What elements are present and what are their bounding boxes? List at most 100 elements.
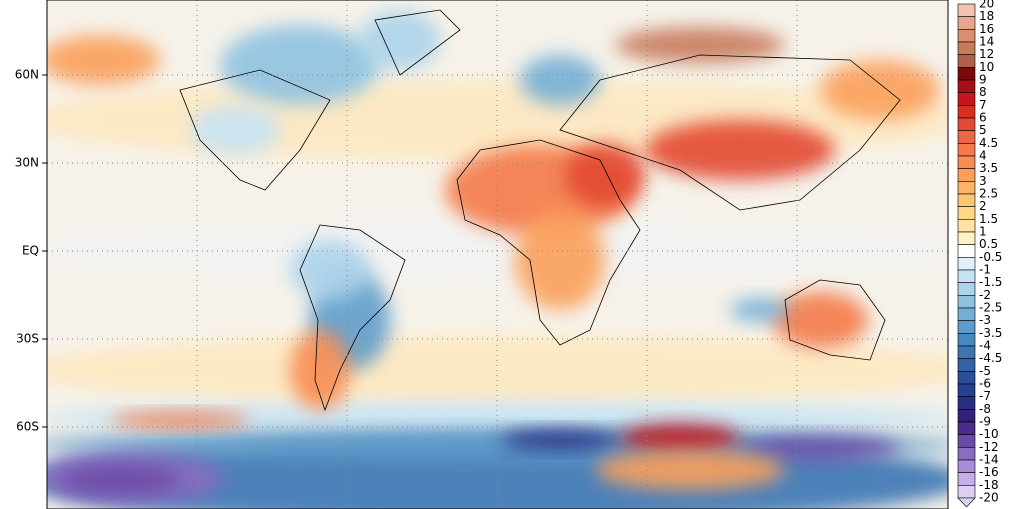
colorbar-box xyxy=(957,79,976,93)
colorbar-box xyxy=(957,459,976,473)
colorbar-label: -20 xyxy=(979,491,999,505)
colorbar-box xyxy=(957,219,976,233)
colorbar-label: -8 xyxy=(979,402,991,416)
latitude-label: 30S xyxy=(16,332,39,346)
colorbar-box xyxy=(957,231,976,245)
anomaly-region xyxy=(110,412,250,428)
colorbar-box xyxy=(957,244,976,258)
colorbar-label: -14 xyxy=(979,453,999,467)
anomaly-region xyxy=(190,105,280,155)
latitude-label: 60N xyxy=(15,68,39,82)
colorbar-label: 4 xyxy=(979,149,987,163)
colorbar-label: -2.5 xyxy=(979,301,1002,315)
colorbar-label: 1 xyxy=(979,225,987,239)
colorbar-box xyxy=(957,333,976,347)
colorbar-label: 3.5 xyxy=(979,161,998,175)
colorbar-box xyxy=(957,383,976,397)
anomaly-region xyxy=(520,55,600,105)
colorbar-label: -2 xyxy=(979,288,991,302)
colorbar-box xyxy=(957,307,976,321)
colorbar-box xyxy=(957,320,976,334)
colorbar-label: -18 xyxy=(979,478,999,492)
colorbar-extend xyxy=(957,497,976,508)
colorbar-label: 1.5 xyxy=(979,212,998,226)
map-area xyxy=(47,0,948,509)
colorbar-box xyxy=(957,168,976,182)
colorbar-box xyxy=(957,358,976,372)
colorbar-box xyxy=(957,105,976,119)
anomaly-region xyxy=(595,450,785,490)
anomaly-region xyxy=(500,430,620,450)
colorbar-box xyxy=(957,485,976,499)
colorbar-label: 4.5 xyxy=(979,136,998,150)
anomaly-region xyxy=(290,240,370,300)
colorbar-box xyxy=(957,16,976,30)
colorbar-label: 18 xyxy=(979,9,994,23)
latitude-label: 30N xyxy=(15,156,39,170)
colorbar-label: 6 xyxy=(979,111,987,125)
anomaly-region xyxy=(290,330,350,410)
anomaly-region xyxy=(620,424,740,452)
colorbar-label: 7 xyxy=(979,98,987,112)
colorbar-box xyxy=(957,472,976,486)
colorbar-box xyxy=(957,257,976,271)
colorbar-label: 3 xyxy=(979,174,987,188)
colorbar-label: 20 xyxy=(979,0,994,11)
colorbar-label: -9 xyxy=(979,415,991,429)
colorbar-label: 16 xyxy=(979,22,994,36)
colorbar-label: -0.5 xyxy=(979,250,1002,264)
coastline xyxy=(456,139,641,346)
colorbar-label: -4 xyxy=(979,339,991,353)
colorbar-label: 5 xyxy=(979,123,987,137)
anomaly-region xyxy=(645,120,835,180)
colorbar-label: -1 xyxy=(979,263,991,277)
latitude-label: EQ xyxy=(22,244,39,258)
colorbar-box xyxy=(957,447,976,461)
colorbar-label: -7 xyxy=(979,389,991,403)
colorbar-label: -16 xyxy=(979,465,999,479)
coastline xyxy=(374,9,461,76)
anomaly-region xyxy=(47,35,160,85)
colorbar-box xyxy=(957,41,976,55)
colorbar-box xyxy=(957,117,976,131)
anomaly-region xyxy=(360,10,440,70)
coastline xyxy=(559,54,901,211)
anomaly-region xyxy=(740,436,900,460)
colorbar-label: -12 xyxy=(979,440,999,454)
colorbar-box xyxy=(957,206,976,220)
colorbar-label: 14 xyxy=(979,35,994,49)
colorbar-label: -3.5 xyxy=(979,326,1002,340)
colorbar-label: -3 xyxy=(979,313,991,327)
colorbar-label: -1.5 xyxy=(979,275,1002,289)
colorbar-box xyxy=(957,67,976,81)
colorbar-label: 12 xyxy=(979,47,994,61)
colorbar-label: 10 xyxy=(979,60,994,74)
colorbar-box xyxy=(957,396,976,410)
anomaly-region xyxy=(47,402,948,434)
colorbar-box xyxy=(957,345,976,359)
colorbar-box xyxy=(957,130,976,144)
colorbar-label: -6 xyxy=(979,377,991,391)
anomaly-region xyxy=(730,298,790,322)
anomaly-region xyxy=(60,466,180,494)
map-frame xyxy=(46,0,949,509)
anomaly-region xyxy=(820,60,940,120)
coastline xyxy=(784,279,886,361)
colorbar-label: 0.5 xyxy=(979,237,998,251)
colorbar-label: -4.5 xyxy=(979,351,1002,365)
latitude-label: 60S xyxy=(16,420,39,434)
anomaly-region xyxy=(515,210,605,310)
colorbar-label: 8 xyxy=(979,85,987,99)
colorbar-box xyxy=(957,54,976,68)
colorbar-box xyxy=(957,282,976,296)
colorbar-box xyxy=(957,269,976,283)
colorbar-box xyxy=(957,92,976,106)
colorbar-label: 9 xyxy=(979,73,987,87)
colorbar-box xyxy=(957,3,976,17)
colorbar-box xyxy=(957,295,976,309)
anomaly-region xyxy=(220,25,380,105)
colorbar-label: -5 xyxy=(979,364,991,378)
colorbar-box xyxy=(957,434,976,448)
colorbar-box xyxy=(957,409,976,423)
